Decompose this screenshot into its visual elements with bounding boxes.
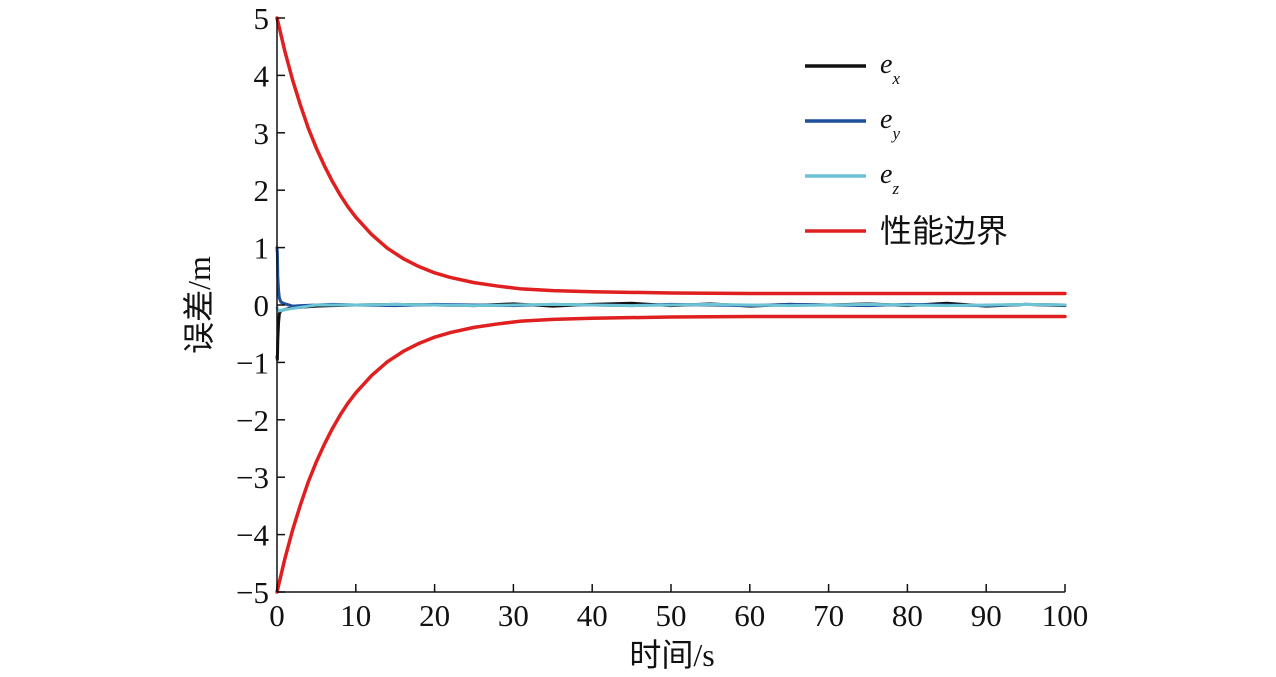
- x-axis-label: 时间/s: [629, 637, 714, 673]
- x-tick-label: 20: [419, 598, 450, 633]
- x-tick-label: 80: [892, 598, 923, 633]
- y-tick-label: −5: [236, 575, 269, 610]
- y-tick-label: 4: [254, 58, 270, 93]
- x-tick-label: 0: [269, 598, 285, 633]
- y-tick-label: 0: [254, 288, 270, 323]
- series-line-e-z: [275, 302, 1067, 313]
- y-tick-label: 5: [254, 1, 270, 36]
- legend-label-base: e: [880, 159, 892, 190]
- x-tick-label: 60: [734, 598, 765, 633]
- y-axis-label: 误差/m: [181, 256, 217, 354]
- x-tick-label: 10: [340, 598, 371, 633]
- y-tick-label: −2: [236, 403, 269, 438]
- bound-upper-line: [275, 16, 1067, 296]
- legend-label: ey: [880, 104, 900, 143]
- x-tick-label: 30: [498, 598, 529, 633]
- legend-label: ex: [880, 49, 900, 88]
- series-layer: [275, 16, 1067, 594]
- legend-label: ez: [880, 159, 899, 198]
- y-tick-label: 1: [254, 231, 270, 266]
- series-line-e-y: [275, 246, 1067, 308]
- x-tick-label: 70: [813, 598, 844, 633]
- legend-label-subscript: x: [891, 69, 900, 88]
- y-tick-label: 3: [254, 116, 270, 151]
- legend-label-subscript: z: [891, 179, 899, 198]
- x-tick-label: 90: [971, 598, 1002, 633]
- legend-label: 性能边界: [880, 213, 1008, 249]
- y-tick-label: −1: [236, 345, 269, 380]
- x-tick-label: 50: [656, 598, 687, 633]
- legend-label-base: e: [880, 104, 892, 135]
- series-line-e-x: [275, 301, 1067, 362]
- bound-lower-line: [275, 314, 1067, 594]
- legend-label-base: e: [880, 49, 892, 80]
- y-tick-label: −4: [236, 518, 269, 553]
- legend-label-subscript: y: [890, 124, 900, 143]
- y-tick-label: 2: [254, 173, 270, 208]
- x-tick-label: 40: [577, 598, 608, 633]
- y-tick-label: −3: [236, 460, 269, 495]
- x-tick-label: 100: [1042, 598, 1089, 633]
